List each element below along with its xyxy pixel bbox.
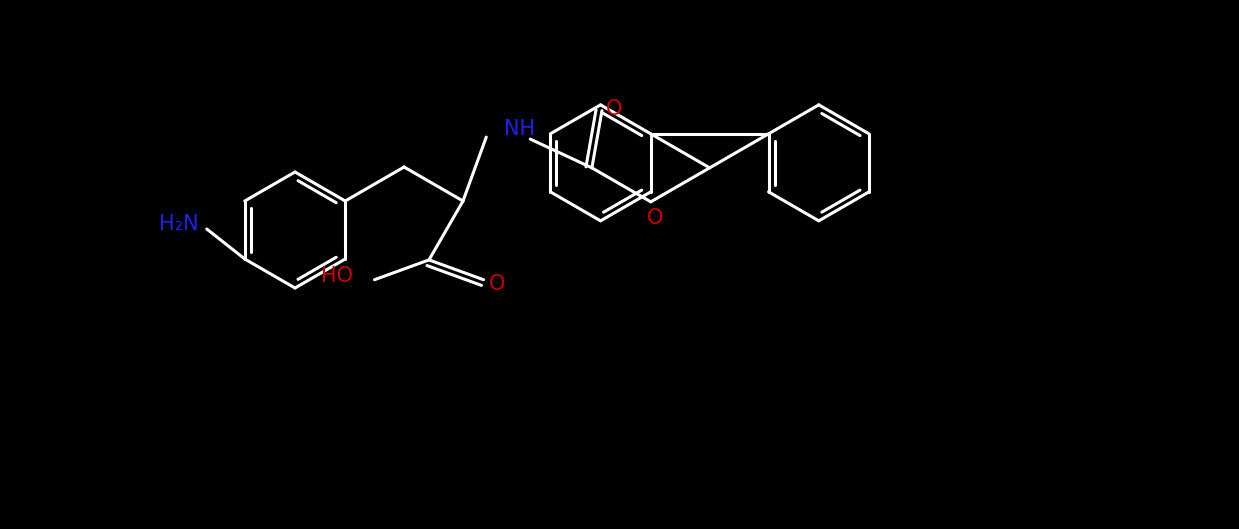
Text: H₂N: H₂N [159,214,198,234]
Text: O: O [647,208,663,228]
Text: O: O [606,99,622,118]
Text: O: O [489,273,506,294]
Text: HO: HO [321,266,353,286]
Text: NH: NH [504,119,535,139]
